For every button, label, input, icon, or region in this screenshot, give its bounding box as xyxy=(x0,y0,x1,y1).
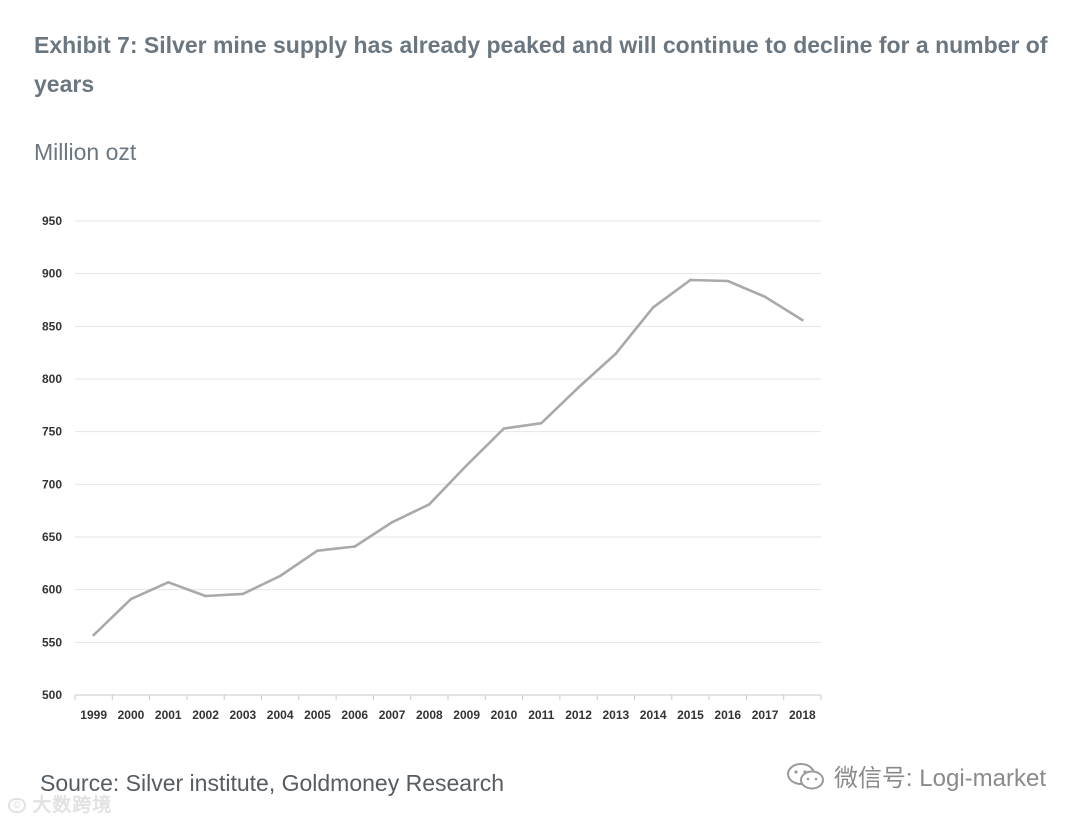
x-tick-label: 2015 xyxy=(677,708,704,722)
y-tick-label: 850 xyxy=(42,319,62,333)
watermark-right-text: 微信号: Logi-market xyxy=(833,765,1046,792)
data-point xyxy=(539,421,543,425)
x-tick-label: 2018 xyxy=(789,708,816,722)
y-tick-label: 900 xyxy=(42,267,62,281)
x-tick-label: 2004 xyxy=(267,708,294,722)
x-tick-label: 2016 xyxy=(714,708,741,722)
data-point xyxy=(204,594,207,598)
x-tick-label: 2011 xyxy=(528,708,554,722)
watermark-left-text: 大数跨境 xyxy=(32,795,113,816)
x-tick-label: 2007 xyxy=(379,708,406,722)
data-point xyxy=(316,549,319,552)
x-tick-label: 2003 xyxy=(229,708,256,722)
data-point xyxy=(465,464,468,467)
y-tick-label: 800 xyxy=(42,372,62,386)
y-tick-label: 500 xyxy=(42,688,62,702)
data-point xyxy=(726,279,730,283)
data-point xyxy=(278,574,282,578)
unit-label: Million ozt xyxy=(34,139,137,165)
data-point xyxy=(614,352,618,356)
data-point xyxy=(390,520,394,524)
data-point xyxy=(577,386,580,389)
series-line-0 xyxy=(92,278,804,637)
y-tick-label: 700 xyxy=(42,477,62,491)
y-tick-label: 550 xyxy=(42,635,62,649)
x-tick-label: 2014 xyxy=(640,708,667,722)
data-point xyxy=(129,597,133,601)
data-point xyxy=(689,278,692,282)
x-tick-label: 2009 xyxy=(453,708,480,722)
watermark-right: 微信号: Logi-market xyxy=(786,758,1046,793)
data-point xyxy=(92,633,95,637)
wechat-icon xyxy=(786,762,824,789)
x-tick-label: 2010 xyxy=(491,708,518,722)
data-point xyxy=(651,306,655,309)
x-tick-label: 2013 xyxy=(602,708,629,722)
x-tick-label: 2008 xyxy=(416,708,443,722)
x-tick-label: 2005 xyxy=(304,708,331,722)
data-point xyxy=(166,580,170,584)
y-tick-label: 600 xyxy=(42,583,62,597)
data-point xyxy=(428,503,431,506)
x-tick-label: 2012 xyxy=(565,708,592,722)
y-tick-label: 950 xyxy=(42,214,62,228)
y-tick-label: 650 xyxy=(42,530,62,544)
x-tick-label: 2006 xyxy=(341,708,368,722)
data-point xyxy=(763,295,767,299)
x-tick-label: 2001 xyxy=(155,708,182,722)
y-tick-label: 750 xyxy=(42,425,62,439)
source-note: Source: Silver institute, Goldmoney Rese… xyxy=(40,770,505,796)
x-tick-label: 1999 xyxy=(80,708,107,722)
data-point xyxy=(241,592,245,596)
data-point xyxy=(801,318,804,322)
data-point xyxy=(353,545,357,548)
chart-title: Exhibit 7: Silver mine supply has alread… xyxy=(34,32,1048,97)
watermark-logo-icon: © xyxy=(8,798,27,814)
x-tick-label: 2017 xyxy=(752,708,779,722)
x-tick-label: 2002 xyxy=(192,708,219,722)
watermark-left: © 大数跨境 xyxy=(8,790,112,817)
data-point xyxy=(502,427,506,430)
x-tick-label: 2000 xyxy=(118,708,145,722)
